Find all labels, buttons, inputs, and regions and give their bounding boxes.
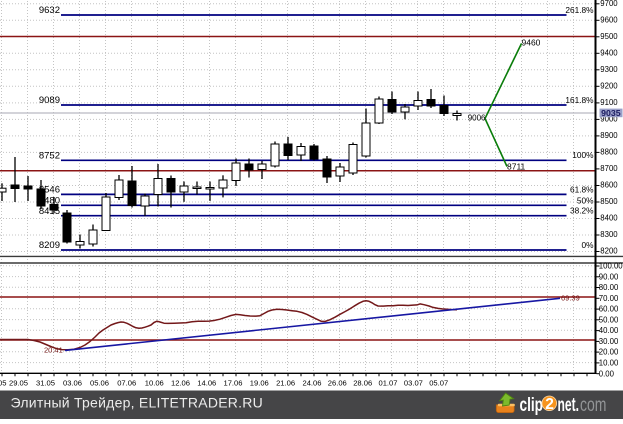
svg-text:100%: 100% bbox=[572, 150, 594, 160]
svg-text:2: 2 bbox=[545, 396, 554, 413]
svg-text:80.00: 80.00 bbox=[599, 283, 619, 292]
svg-text:Элитный Трейдер, ELITETRADER.R: Элитный Трейдер, ELITETRADER.RU bbox=[11, 395, 264, 411]
svg-text:03.07: 03.07 bbox=[404, 379, 423, 388]
svg-text:9100: 9100 bbox=[600, 98, 618, 107]
svg-text:21.06: 21.06 bbox=[276, 379, 295, 388]
svg-text:14.06: 14.06 bbox=[197, 379, 216, 388]
svg-text:9000: 9000 bbox=[600, 115, 618, 124]
svg-text:9400: 9400 bbox=[600, 49, 618, 58]
svg-text:8480: 8480 bbox=[39, 196, 60, 207]
svg-text:8600: 8600 bbox=[600, 181, 618, 190]
svg-text:26.06: 26.06 bbox=[328, 379, 347, 388]
svg-text:60.00: 60.00 bbox=[599, 305, 619, 314]
svg-text:20.00: 20.00 bbox=[599, 348, 619, 357]
svg-text:12.06: 12.06 bbox=[171, 379, 190, 388]
svg-text:261.8%: 261.8% bbox=[565, 5, 594, 15]
svg-text:9089: 9089 bbox=[39, 95, 60, 106]
svg-text:50%: 50% bbox=[577, 195, 594, 205]
svg-text:28.06: 28.06 bbox=[353, 379, 372, 388]
svg-text:com: com bbox=[580, 395, 607, 416]
svg-text:01.07: 01.07 bbox=[378, 379, 397, 388]
svg-text:0%: 0% bbox=[582, 240, 595, 250]
svg-text:17.06: 17.06 bbox=[223, 379, 242, 388]
svg-text:70.00: 70.00 bbox=[599, 294, 619, 303]
svg-text:03.06: 03.06 bbox=[63, 379, 82, 388]
svg-text:8752: 8752 bbox=[39, 151, 60, 162]
svg-text:8300: 8300 bbox=[600, 230, 618, 239]
svg-text:8546: 8546 bbox=[39, 185, 60, 196]
svg-text:30.00: 30.00 bbox=[599, 337, 619, 346]
svg-text:8711: 8711 bbox=[507, 162, 526, 172]
svg-text:9200: 9200 bbox=[600, 82, 618, 91]
svg-text:8700: 8700 bbox=[600, 164, 618, 173]
svg-text:.05: .05 bbox=[0, 379, 7, 388]
svg-text:net.: net. bbox=[558, 395, 580, 416]
svg-text:24.06: 24.06 bbox=[302, 379, 321, 388]
svg-text:161.8%: 161.8% bbox=[565, 95, 594, 105]
svg-text:40.00: 40.00 bbox=[599, 326, 619, 335]
svg-text:9300: 9300 bbox=[600, 65, 618, 74]
svg-text:9460: 9460 bbox=[522, 38, 541, 48]
svg-text:9006: 9006 bbox=[468, 114, 486, 123]
svg-text:90.00: 90.00 bbox=[599, 272, 619, 281]
svg-text:50.00: 50.00 bbox=[599, 315, 619, 324]
svg-text:8900: 8900 bbox=[600, 131, 618, 140]
svg-text:8200: 8200 bbox=[600, 247, 618, 256]
svg-text:38.2%: 38.2% bbox=[570, 206, 594, 216]
svg-text:100.00: 100.00 bbox=[599, 262, 623, 271]
svg-text:61.8%: 61.8% bbox=[570, 184, 594, 194]
svg-text:69.39: 69.39 bbox=[561, 294, 580, 303]
svg-text:9500: 9500 bbox=[600, 32, 618, 41]
svg-text:8800: 8800 bbox=[600, 148, 618, 157]
svg-text:0.00: 0.00 bbox=[599, 369, 615, 378]
svg-text:8209: 8209 bbox=[39, 240, 60, 251]
svg-text:8500: 8500 bbox=[600, 197, 618, 206]
svg-text:9035: 9035 bbox=[601, 109, 621, 118]
svg-text:8400: 8400 bbox=[600, 214, 618, 223]
svg-text:31.05: 31.05 bbox=[36, 379, 55, 388]
svg-text:10.06: 10.06 bbox=[145, 379, 164, 388]
svg-text:clip: clip bbox=[520, 395, 544, 416]
svg-text:20.41: 20.41 bbox=[44, 346, 63, 355]
svg-text:10.00: 10.00 bbox=[599, 359, 619, 368]
svg-text:05.07: 05.07 bbox=[429, 379, 448, 388]
svg-text:29.05: 29.05 bbox=[9, 379, 28, 388]
svg-text:8415: 8415 bbox=[39, 206, 60, 217]
svg-text:05.06: 05.06 bbox=[90, 379, 109, 388]
svg-text:9600: 9600 bbox=[600, 16, 618, 25]
svg-text:9700: 9700 bbox=[600, 0, 618, 8]
svg-text:9632: 9632 bbox=[39, 5, 60, 16]
svg-text:19.06: 19.06 bbox=[250, 379, 269, 388]
svg-text:07.06: 07.06 bbox=[117, 379, 136, 388]
